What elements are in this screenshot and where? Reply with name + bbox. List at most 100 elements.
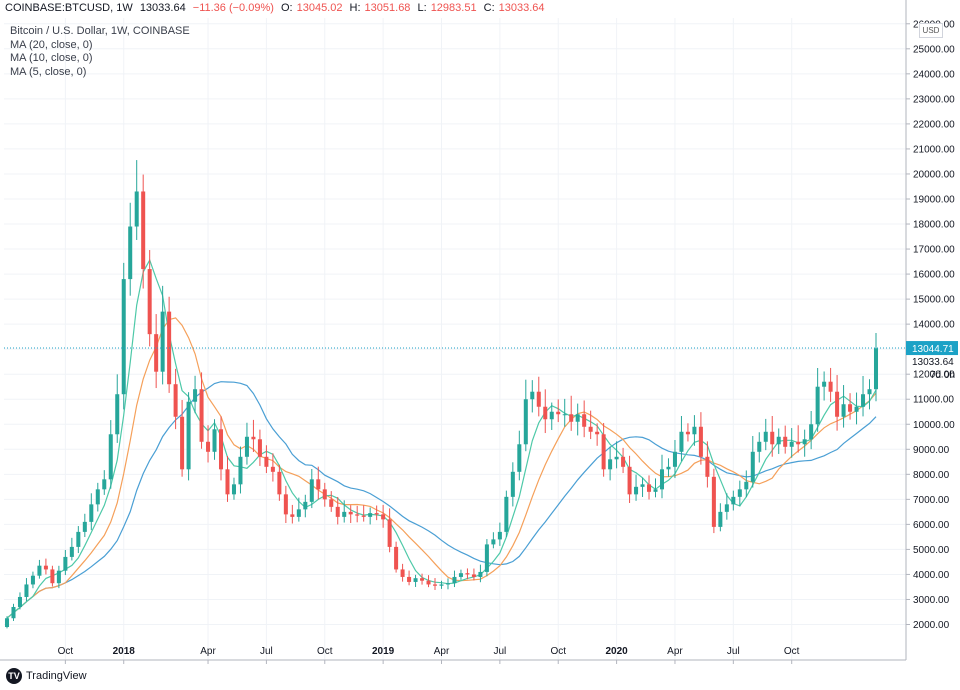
legend-ma10[interactable]: MA (10, close, 0) — [10, 52, 93, 64]
price-markers: 13044.71 13033.64 7d 0h — [4, 341, 958, 381]
candle-body — [420, 578, 425, 581]
candle-body — [445, 583, 450, 585]
candle-body — [433, 584, 438, 586]
candle-body — [504, 496, 509, 532]
legend-ma5[interactable]: MA (5, close, 0) — [10, 65, 87, 78]
candle-body — [394, 546, 399, 570]
candle-body — [141, 191, 146, 270]
candle-body — [569, 414, 574, 422]
candle-body — [835, 391, 840, 417]
candle-body — [154, 334, 159, 372]
price-tick-label: 8000.00 — [913, 470, 950, 481]
candle-body — [283, 494, 288, 515]
candle-body — [510, 471, 515, 497]
price-tick-label: 20000.00 — [913, 169, 955, 180]
candle-body — [4, 618, 10, 628]
candle-body — [627, 466, 632, 495]
candle-body — [348, 511, 353, 515]
time-tick-label: Jul — [493, 646, 506, 657]
candle-body — [264, 456, 269, 467]
time-tick-label: Jul — [727, 646, 740, 657]
price-tick-label: 21000.00 — [913, 144, 955, 155]
time-tick-label: Apr — [667, 646, 683, 657]
time-tick-label: Oct — [317, 646, 333, 657]
price-tick-label: 16000.00 — [913, 270, 955, 281]
legend-ma20[interactable]: MA (20, close, 0) — [10, 38, 93, 51]
candle-body — [718, 511, 723, 527]
candle-body — [530, 391, 535, 400]
candle-body — [458, 573, 463, 577]
candle-body — [69, 546, 74, 557]
time-tick-label: 2020 — [605, 646, 628, 657]
candle-body — [43, 565, 48, 570]
price-tick-label: 25000.00 — [913, 44, 955, 55]
candle-body — [270, 466, 275, 472]
candle-body — [238, 456, 243, 485]
candle-body — [471, 574, 476, 577]
candle-body — [355, 514, 360, 516]
candle-body — [342, 511, 347, 517]
candle-body — [621, 456, 626, 467]
candle-body — [763, 431, 768, 442]
high-value: 13051.68 — [364, 2, 411, 14]
candle-body — [517, 444, 522, 472]
price-tick-label: 17000.00 — [913, 245, 955, 256]
candle-body — [556, 411, 561, 415]
candle-body — [659, 469, 665, 490]
candle-body — [147, 269, 152, 335]
bar-countdown-label: 7d 0h — [930, 370, 955, 381]
tradingview-branding[interactable]: TV TradingView — [6, 668, 87, 684]
price-tick-label: 9000.00 — [913, 445, 950, 456]
candle-body — [374, 513, 379, 515]
candle-body — [634, 486, 639, 495]
time-tick-label: 2018 — [113, 646, 136, 657]
price-tick-label: 12000.00 — [913, 370, 955, 381]
price-tick-label: 24000.00 — [913, 69, 955, 80]
candle-body — [381, 514, 386, 520]
candle-body — [50, 569, 55, 584]
candle-body — [744, 481, 749, 490]
candle-body — [56, 570, 61, 584]
candle-body — [186, 401, 191, 470]
price-tick-label: 23000.00 — [913, 94, 955, 105]
price-tick-label: 22000.00 — [913, 119, 955, 130]
candle-body — [407, 576, 412, 582]
candle-body — [199, 389, 204, 442]
candle-body — [861, 394, 866, 407]
candle-body — [711, 476, 716, 527]
candle-body — [76, 531, 81, 547]
time-tick-label: Oct — [550, 646, 566, 657]
candle-body — [809, 424, 814, 440]
candle-body — [562, 414, 567, 416]
time-tick-label: Oct — [784, 646, 800, 657]
time-tick-label: Apr — [434, 646, 450, 657]
candle-body — [796, 441, 801, 445]
current-price-label: 13044.71 — [912, 344, 954, 355]
open-value: 13045.02 — [296, 2, 343, 14]
candle-body — [63, 556, 68, 571]
last-price-label: 13033.64 — [912, 357, 954, 368]
candle-body — [329, 499, 334, 507]
price-axis: 2000.00 3000.00 4000.00 5000.00 6000.00 7000.… — [905, 0, 955, 660]
candle-body — [89, 504, 94, 522]
candle-body — [309, 479, 314, 502]
candle-body — [212, 429, 217, 452]
candle-body — [173, 384, 178, 417]
candle-body — [82, 521, 87, 532]
candle-body — [705, 456, 710, 477]
candle-body — [11, 606, 16, 619]
candle-body — [387, 519, 392, 547]
candle-body — [439, 584, 444, 586]
price-tick-label: 14000.00 — [913, 320, 955, 331]
candle-body — [193, 389, 198, 402]
candle-body — [361, 515, 366, 517]
currency-badge[interactable]: USD — [919, 23, 943, 38]
candle-body — [731, 496, 736, 505]
candle-body — [180, 416, 185, 470]
candle-body — [653, 489, 658, 492]
candle-body — [290, 514, 295, 517]
candle-body — [614, 456, 619, 460]
time-tick-label: Jul — [260, 646, 273, 657]
candle-body — [95, 489, 100, 505]
